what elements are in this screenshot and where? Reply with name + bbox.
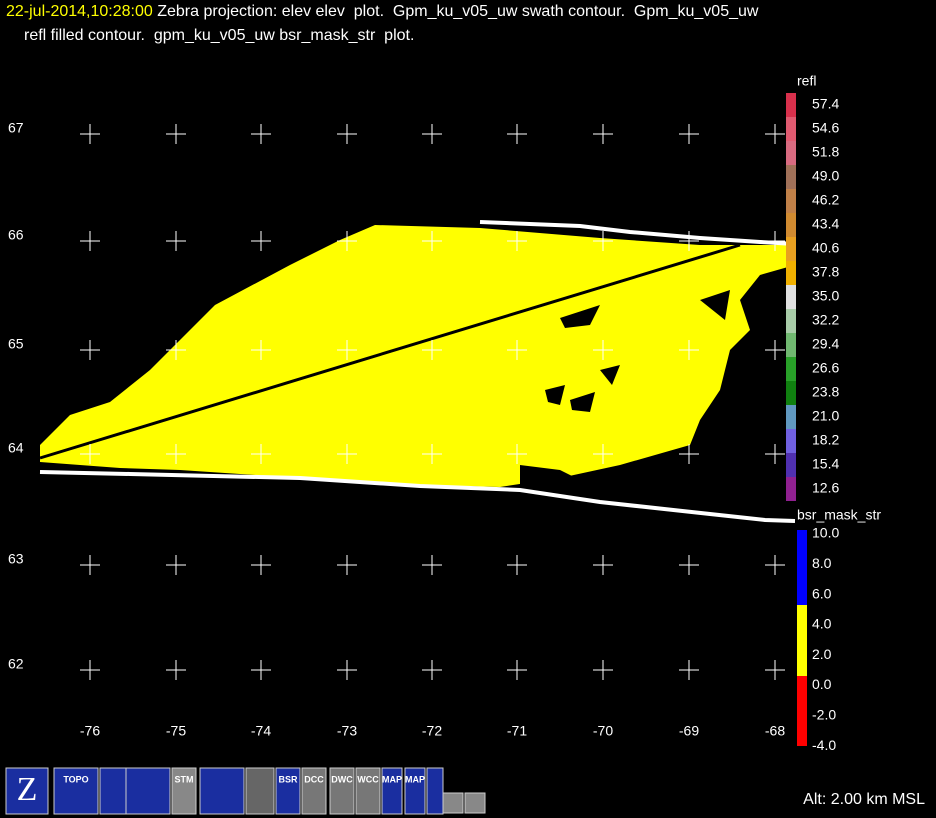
legend-label: 10.0 <box>812 525 839 541</box>
y-axis-label: 64 <box>8 440 24 456</box>
toolbar-label: DCC <box>304 774 324 784</box>
legend-swatch <box>797 605 807 676</box>
toolbar-label: DWC <box>331 774 353 784</box>
y-axis-label: 66 <box>8 227 24 243</box>
legend-label: 37.8 <box>812 264 839 280</box>
reflectivity-area <box>40 225 795 487</box>
swath-edge-top <box>479 220 796 246</box>
toolbar-button[interactable] <box>355 767 381 815</box>
toolbar-button[interactable] <box>275 767 301 815</box>
legend-label: 2.0 <box>812 646 832 662</box>
legend-swatch <box>786 381 796 405</box>
x-axis-label: -75 <box>166 723 186 739</box>
legend-label: 4.0 <box>812 616 832 632</box>
legend-swatch <box>786 93 796 117</box>
toolbar-button[interactable] <box>404 767 426 815</box>
legend-label: 12.6 <box>812 480 839 496</box>
zebra-logo: Z <box>17 771 38 808</box>
toolbar-button[interactable] <box>125 767 171 815</box>
toolbar-label: MAP <box>405 774 425 784</box>
swath-edge-bottom <box>39 470 796 523</box>
x-axis-label: -70 <box>593 723 613 739</box>
toolbar-button[interactable] <box>199 767 245 815</box>
status-altitude: Alt: 2.00 km MSL <box>803 791 925 808</box>
toolbar-button[interactable] <box>301 767 327 815</box>
toolbar-button[interactable] <box>245 767 275 815</box>
header-text: Zebra projection: elev elev plot. Gpm_ku… <box>153 3 759 20</box>
legend-label: 8.0 <box>812 555 832 571</box>
legend-swatch <box>786 333 796 357</box>
track-line <box>39 243 741 460</box>
legend-swatch <box>797 530 807 605</box>
legend-swatch <box>786 429 796 453</box>
x-axis-label: -69 <box>679 723 699 739</box>
x-axis-label: -73 <box>337 723 357 739</box>
legend-swatch <box>786 141 796 165</box>
header-line-2: refl filled contour. gpm_ku_v05_uw bsr_m… <box>24 27 414 44</box>
x-axis-label: -71 <box>507 723 527 739</box>
legend-label: 18.2 <box>812 432 839 448</box>
legend-swatch <box>786 261 796 285</box>
header-line-1: 22-jul-2014,10:28:00 Zebra projection: e… <box>6 3 759 20</box>
legend-swatch <box>786 237 796 261</box>
legend-swatch <box>786 189 796 213</box>
timestamp: 22-jul-2014,10:28:00 <box>6 3 153 20</box>
legend-label: 15.4 <box>812 456 839 472</box>
toolbar-label: BSR <box>278 774 298 784</box>
legend-swatch <box>786 117 796 141</box>
legend-swatch <box>786 213 796 237</box>
toolbar-button[interactable] <box>381 767 403 815</box>
x-axis-label: -68 <box>765 723 785 739</box>
legend-label: -4.0 <box>812 737 836 753</box>
toolbar: Z TOPO STM BSR DCC DWC WCC MAP MAP <box>5 767 486 815</box>
y-axis-label: 65 <box>8 336 24 352</box>
x-axis-label: -74 <box>251 723 271 739</box>
legend-title: bsr_mask_str <box>797 507 881 523</box>
toolbar-button[interactable] <box>329 767 355 815</box>
toolbar-label: TOPO <box>63 774 88 784</box>
legend-label: -2.0 <box>812 707 836 723</box>
legend-label: 21.0 <box>812 408 839 424</box>
legend-label: 29.4 <box>812 336 839 352</box>
toolbar-button[interactable] <box>442 792 464 814</box>
toolbar-label: MAP <box>382 774 402 784</box>
x-axis-label: -72 <box>422 723 442 739</box>
legend-swatch <box>786 405 796 429</box>
gaps <box>520 290 730 487</box>
legend-title: refl <box>797 73 816 89</box>
legend-swatch <box>786 309 796 333</box>
legend-swatch <box>797 676 807 746</box>
legend-label: 49.0 <box>812 168 839 184</box>
legend-label: 51.8 <box>812 144 839 160</box>
toolbar-button[interactable] <box>426 767 444 815</box>
legend-label: 54.6 <box>812 120 839 136</box>
toolbar-button[interactable] <box>53 767 99 815</box>
y-axis-label: 63 <box>8 551 24 567</box>
legend-swatch <box>786 477 796 501</box>
legend-label: 26.6 <box>812 360 839 376</box>
toolbar-label: WCC <box>357 774 379 784</box>
legend-label: 46.2 <box>812 192 839 208</box>
legend-swatch <box>786 165 796 189</box>
legend-label: 40.6 <box>812 240 839 256</box>
legend-swatch <box>786 453 796 477</box>
toolbar-button[interactable] <box>171 767 197 815</box>
legend-swatch <box>786 285 796 309</box>
legend-label: 23.8 <box>812 384 839 400</box>
legend-label: 43.4 <box>812 216 839 232</box>
zebra-button[interactable] <box>5 767 49 815</box>
y-axis-label: 62 <box>8 656 24 672</box>
plot-area <box>39 220 796 523</box>
legend-label: 6.0 <box>812 585 832 601</box>
y-axis-label: 67 <box>8 120 24 136</box>
x-axis-label: -76 <box>80 723 100 739</box>
toolbar-button[interactable] <box>464 792 486 814</box>
toolbar-label: STM <box>175 774 194 784</box>
legend-label: 57.4 <box>812 96 839 112</box>
legend-label: 35.0 <box>812 288 839 304</box>
legend-label: 0.0 <box>812 676 832 692</box>
legend-label: 32.2 <box>812 312 839 328</box>
legend-swatch <box>786 357 796 381</box>
